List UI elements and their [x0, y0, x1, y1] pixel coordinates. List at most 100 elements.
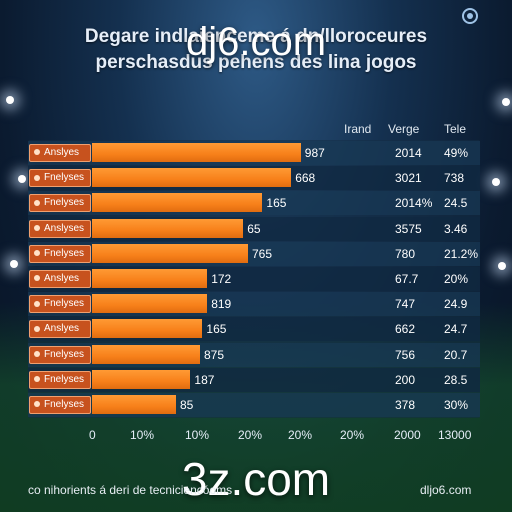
watermark-top: dj6.com — [185, 20, 327, 64]
bar[interactable] — [92, 294, 208, 314]
tele-cell: 20% — [444, 272, 469, 286]
verge-cell: 662 — [395, 322, 416, 337]
settings-icon[interactable] — [462, 8, 478, 24]
verge-cell: 2014% — [395, 196, 433, 211]
ball-icon — [34, 350, 40, 357]
category-label: Anslyes — [29, 270, 91, 288]
category-label: Fnelyses — [29, 295, 91, 314]
x-tick-label: 20% — [238, 428, 263, 442]
category-label: Fnelyses — [29, 194, 91, 213]
ball-icon — [34, 401, 40, 408]
verge-cell: 780 — [395, 246, 416, 261]
category-label: Fnelyses — [29, 396, 91, 414]
category-text: Fnelyses — [44, 348, 85, 360]
verge-cell: 747 — [395, 297, 416, 312]
bar-value-label: 819 — [211, 297, 232, 312]
bar-value-label: 65 — [247, 221, 261, 236]
category-text: Anslyes — [44, 323, 80, 335]
ball-icon — [34, 224, 40, 231]
category-text: Fnelyses — [44, 399, 85, 410]
verge-cell: 2014 — [395, 146, 422, 160]
x-tick-label: 20% — [288, 428, 313, 442]
verge-cell: 67.7 — [395, 272, 419, 286]
column-header-tele: Tele — [444, 122, 467, 136]
bar-value-label: 165 — [206, 322, 227, 337]
verge-cell: 378 — [395, 398, 416, 412]
category-text: Anslyes — [44, 147, 80, 158]
ball-icon — [34, 199, 40, 206]
verge-cell: 3021 — [395, 171, 422, 186]
bar[interactable] — [92, 168, 292, 188]
category-label: Fnelyses — [29, 345, 91, 364]
floodlight-icon — [18, 175, 26, 183]
bar[interactable] — [92, 395, 176, 414]
category-label: Fnelyses — [29, 244, 91, 263]
x-tick-label: 13000 — [438, 428, 472, 442]
category-text: Fnelyses — [44, 373, 85, 385]
tele-cell: 21.2% — [444, 246, 479, 261]
category-text: Anslyes — [44, 273, 80, 284]
ball-icon — [34, 325, 40, 332]
category-label: Anslyses — [29, 219, 91, 238]
bar[interactable] — [92, 369, 191, 389]
bar-value-label: 765 — [252, 246, 273, 261]
category-text: Fnelyses — [44, 247, 85, 259]
ball-icon — [34, 275, 40, 282]
tele-cell: 20.7 — [444, 347, 468, 362]
bar-value-label: 165 — [266, 196, 287, 211]
tele-cell: 738 — [444, 171, 465, 186]
floodlight-icon — [492, 178, 500, 186]
chart-title: Degare indlaienceme á dn/lloroceures — [84, 26, 428, 47]
ball-icon — [34, 174, 40, 181]
ball-icon — [34, 376, 40, 383]
floodlight-icon — [6, 96, 14, 104]
tele-cell: 3.46 — [444, 221, 468, 236]
category-text: Fnelyses — [44, 298, 85, 310]
column-header-irand: Irand — [344, 122, 372, 136]
x-tick-label: 20% — [340, 428, 365, 442]
ball-icon — [34, 300, 40, 307]
floodlight-icon — [10, 260, 18, 268]
ball-icon — [34, 250, 40, 257]
tele-cell: 24.5 — [444, 196, 468, 211]
category-label: Anslyes — [29, 320, 91, 339]
x-tick-label: 2000 — [394, 428, 421, 442]
bar-value-label: 875 — [204, 347, 225, 362]
category-text: Fnelyses — [44, 172, 85, 184]
footer-caption: co nihorients á deri de tecniciencóoms — [28, 483, 233, 497]
bar-value-label: 172 — [211, 272, 232, 286]
bar[interactable] — [92, 193, 263, 213]
verge-cell: 3575 — [395, 221, 422, 236]
bar[interactable] — [92, 269, 208, 288]
tele-cell: 24.7 — [444, 322, 468, 337]
x-tick-label: 0 — [89, 428, 96, 442]
floodlight-icon — [498, 262, 506, 270]
x-tick-label: 10% — [130, 428, 155, 442]
tele-cell: 30% — [444, 398, 469, 412]
bar[interactable] — [92, 143, 301, 162]
bar-value-label: 187 — [194, 372, 215, 387]
verge-cell: 200 — [395, 372, 416, 387]
bar[interactable] — [92, 218, 244, 238]
category-label: Anslyes — [29, 144, 91, 162]
bar-value-label: 987 — [304, 146, 325, 160]
footer-site: dljo6.com — [420, 483, 472, 497]
tele-cell: 24.9 — [444, 297, 468, 312]
bar[interactable] — [92, 319, 203, 339]
category-label: Fnelyses — [29, 370, 91, 389]
watermark-bottom: 3z.com — [181, 453, 331, 505]
floodlight-icon — [502, 98, 510, 106]
category-text: Fnelyses — [44, 197, 85, 209]
column-header-verge: Verge — [388, 122, 420, 136]
tele-cell: 28.5 — [444, 372, 468, 387]
bar[interactable] — [92, 344, 200, 364]
tele-cell: 49% — [444, 146, 469, 160]
ball-icon — [34, 149, 40, 156]
category-text: Anslyses — [44, 222, 85, 234]
x-tick-label: 10% — [185, 428, 210, 442]
chart-subtitle: perschasdus pehens des lina jogos — [95, 52, 417, 73]
bar-value-label: 85 — [180, 398, 194, 412]
bar[interactable] — [92, 243, 248, 263]
bar-value-label: 668 — [295, 171, 316, 186]
verge-cell: 756 — [395, 347, 416, 362]
